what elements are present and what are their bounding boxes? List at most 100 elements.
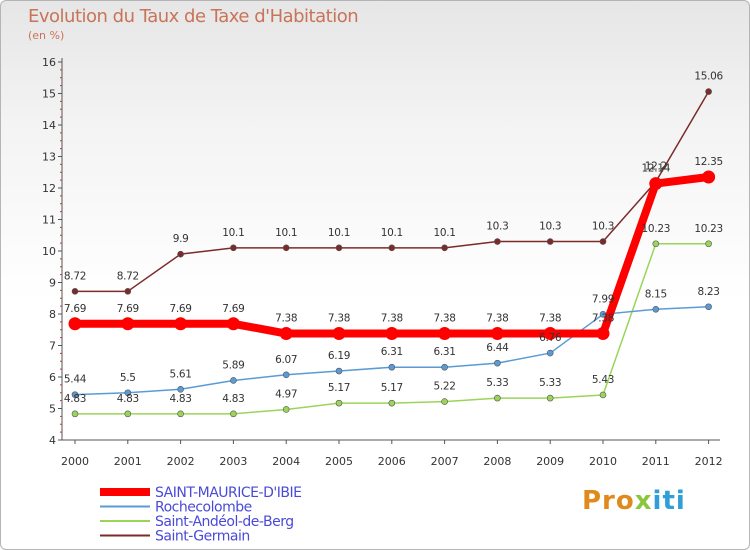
data-label: 8.15 xyxy=(645,288,667,300)
data-label: 7.38 xyxy=(381,313,403,325)
data-label: 6.31 xyxy=(381,346,403,358)
logo-part-2: x xyxy=(634,486,653,516)
legend-label: Rochecolombe xyxy=(155,500,252,516)
data-label: 12.14 xyxy=(642,163,671,175)
data-label: 5.22 xyxy=(434,381,456,393)
data-label: 10.1 xyxy=(434,227,456,239)
data-point xyxy=(652,305,660,313)
data-point xyxy=(71,288,79,295)
data-label: 6.19 xyxy=(328,350,350,362)
data-point xyxy=(282,371,290,379)
data-point xyxy=(494,359,501,367)
data-label: 4.97 xyxy=(275,388,297,400)
data-label: 4.83 xyxy=(64,393,86,405)
data-label: 7.38 xyxy=(539,313,561,325)
y-tick-label: 5 xyxy=(49,403,56,416)
data-point xyxy=(385,327,399,341)
data-label: 7.69 xyxy=(170,303,192,315)
data-point xyxy=(124,389,132,397)
data-point xyxy=(124,410,132,418)
data-label: 5.17 xyxy=(381,382,403,394)
data-label: 10.3 xyxy=(592,221,614,233)
x-tick-label: 2006 xyxy=(378,455,406,468)
data-point xyxy=(388,399,396,407)
data-point xyxy=(332,327,346,341)
data-label: 8.72 xyxy=(117,270,139,282)
data-label: 7.99 xyxy=(592,293,614,305)
data-label: 10.1 xyxy=(275,227,297,239)
data-point xyxy=(599,391,607,399)
data-point xyxy=(546,394,554,402)
y-tick-label: 9 xyxy=(49,277,56,290)
data-point xyxy=(335,367,343,375)
data-point xyxy=(490,327,504,341)
proxiti-logo: Proxiti xyxy=(582,486,686,516)
data-label: 6.76 xyxy=(539,332,562,344)
data-label: 10.3 xyxy=(486,221,508,233)
data-point xyxy=(68,317,82,331)
data-label: 7.38 xyxy=(434,313,456,325)
data-point xyxy=(226,317,240,331)
data-point xyxy=(174,317,188,331)
data-label: 12.35 xyxy=(694,156,723,168)
data-label: 8.23 xyxy=(698,286,720,298)
data-label: 8.72 xyxy=(64,270,86,282)
data-label: 10.1 xyxy=(222,227,244,239)
chart-title: Evolution du Taux de Taxe d'Habitation xyxy=(28,6,359,27)
legend-label: Saint-Andéol-de-Berg xyxy=(155,514,294,530)
data-label: 6.44 xyxy=(486,342,509,354)
data-point xyxy=(441,398,448,405)
logo-part-3: iti xyxy=(652,486,686,516)
x-tick-label: 2005 xyxy=(325,455,353,468)
y-tick-label: 8 xyxy=(49,308,56,321)
data-point xyxy=(705,88,712,95)
x-tick-label: 2000 xyxy=(61,455,89,468)
data-label: 5.33 xyxy=(539,377,561,389)
data-label: 10.23 xyxy=(694,223,723,235)
data-point xyxy=(649,177,663,191)
data-point xyxy=(494,238,501,245)
data-point xyxy=(438,327,452,341)
data-label: 7.69 xyxy=(117,303,139,315)
data-point xyxy=(335,399,343,407)
data-point xyxy=(652,240,660,248)
data-point xyxy=(177,250,184,258)
data-label: 5.33 xyxy=(486,377,508,389)
data-point xyxy=(705,303,712,311)
data-label: 12.2 xyxy=(645,161,667,173)
data-point xyxy=(230,410,237,418)
x-tick-label: 2001 xyxy=(114,455,142,468)
data-label: 4.83 xyxy=(222,393,244,405)
y-tick-label: 16 xyxy=(42,56,56,69)
data-point xyxy=(388,244,396,252)
data-label: 9.9 xyxy=(173,233,189,245)
data-label: 10.1 xyxy=(328,227,350,239)
x-tick-label: 2011 xyxy=(642,455,670,468)
data-point xyxy=(71,410,79,418)
data-label: 5.17 xyxy=(328,382,350,394)
data-label: 15.06 xyxy=(694,71,723,83)
series-line-3 xyxy=(75,91,710,293)
data-point xyxy=(546,238,554,245)
y-tick-label: 12 xyxy=(42,182,56,195)
data-label: 5.89 xyxy=(222,359,244,371)
data-label: 10.1 xyxy=(381,227,403,239)
y-tick-label: 10 xyxy=(42,245,56,258)
data-point xyxy=(177,410,184,418)
data-label: 7.38 xyxy=(592,313,614,325)
data-label: 10.3 xyxy=(539,221,561,233)
data-point xyxy=(546,349,554,357)
data-label: 7.69 xyxy=(222,303,244,315)
data-point xyxy=(705,240,712,248)
data-label: 5.61 xyxy=(170,368,192,380)
x-tick-label: 2004 xyxy=(272,455,300,468)
x-tick-label: 2007 xyxy=(431,455,459,468)
data-point xyxy=(441,244,448,252)
data-point xyxy=(543,327,557,341)
x-tick-label: 2002 xyxy=(167,455,195,468)
data-label: 7.38 xyxy=(275,313,297,325)
y-tick-label: 7 xyxy=(49,340,56,353)
data-label: 4.83 xyxy=(170,393,192,405)
data-label: 6.31 xyxy=(434,346,456,358)
